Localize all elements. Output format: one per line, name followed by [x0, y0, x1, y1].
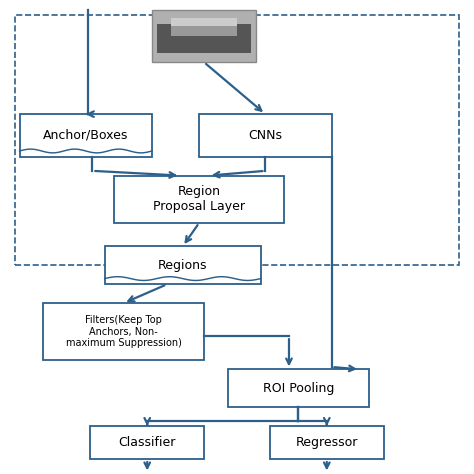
Bar — [152, 10, 256, 62]
Text: Classifier: Classifier — [118, 436, 176, 449]
Bar — [171, 26, 237, 36]
Text: CNNs: CNNs — [248, 129, 283, 142]
Bar — [171, 18, 237, 36]
Bar — [19, 114, 152, 156]
Text: ROI Pooling: ROI Pooling — [263, 382, 334, 395]
Bar — [91, 426, 204, 459]
Bar — [199, 114, 331, 156]
Text: Anchor/Boxes: Anchor/Boxes — [43, 129, 128, 142]
Text: Region
Proposal Layer: Region Proposal Layer — [153, 185, 245, 213]
Bar — [43, 303, 204, 360]
Bar — [228, 369, 369, 407]
Text: Regions: Regions — [158, 259, 208, 272]
Bar — [105, 246, 261, 284]
Text: Regressor: Regressor — [296, 436, 358, 449]
Bar — [114, 175, 284, 223]
Text: Filters(Keep Top
Anchors, Non-
maximum Suppression): Filters(Keep Top Anchors, Non- maximum S… — [65, 315, 182, 348]
Bar — [15, 15, 459, 265]
Bar — [270, 426, 383, 459]
Bar — [156, 24, 251, 53]
